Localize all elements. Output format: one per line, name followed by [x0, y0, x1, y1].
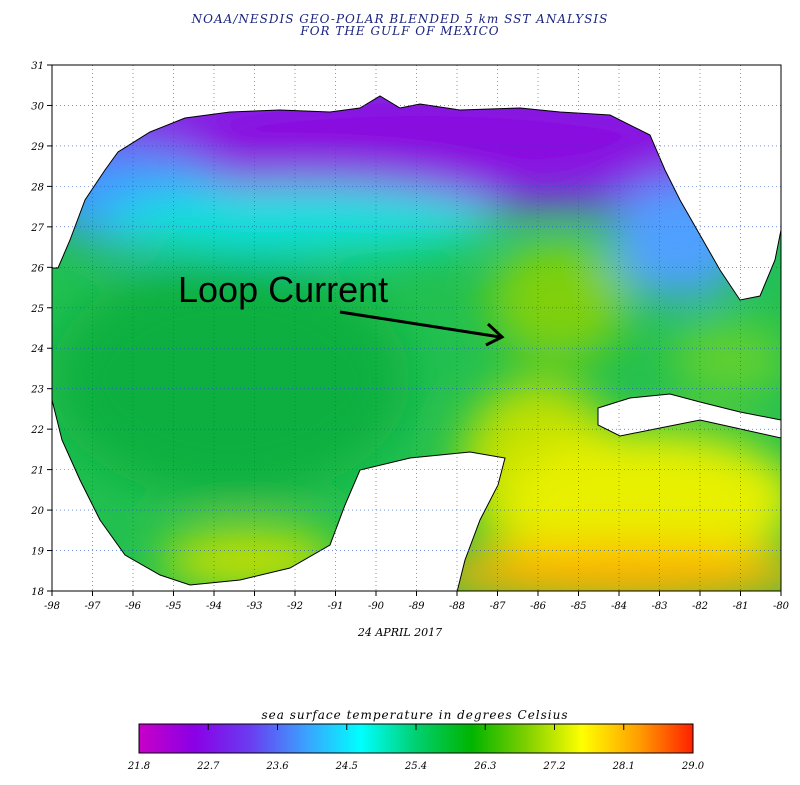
lon-tick-label: -81: [732, 601, 748, 612]
lon-tick-label: -80: [773, 601, 790, 612]
lat-tick-label: 22: [30, 425, 44, 436]
lon-tick-label: -96: [125, 601, 142, 612]
colorbar-tick-label: 29.0: [681, 761, 705, 772]
colorbar-tick-label: 24.5: [335, 761, 358, 772]
loop-current-arrow: [339, 310, 505, 347]
lon-tick-label: -85: [570, 601, 586, 612]
lat-tick-label: 28: [30, 182, 44, 193]
lat-tick-label: 21: [30, 466, 44, 477]
lon-tick-label: -94: [206, 601, 222, 612]
lon-tick-label: -91: [327, 601, 343, 612]
latitude-axis: 31 30 29 28 27 26 25 24 23 22 21 20 19 18: [30, 61, 52, 598]
north-america-coast: [52, 65, 781, 301]
lon-tick-label: -98: [44, 601, 60, 612]
lat-tick-label: 25: [30, 304, 44, 315]
lat-tick-label: 29: [30, 142, 44, 153]
map-title: NOAA/NESDIS GEO-POLAR BLENDED 5 km SST A…: [191, 12, 609, 26]
lon-tick-label: -83: [651, 601, 667, 612]
lat-tick-label: 24: [30, 344, 44, 355]
analysis-date: 24 APRIL 2017: [357, 626, 443, 639]
land: [52, 65, 781, 591]
colorbar-tick-label: 21.8: [127, 761, 150, 772]
colorbar-title: sea surface temperature in degrees Celsi…: [261, 708, 569, 722]
lon-tick-label: -89: [408, 601, 425, 612]
colorbar-tick-label: 25.4: [404, 761, 427, 772]
colorbar-tick-label: 26.3: [473, 761, 496, 772]
lat-tick-label: 20: [30, 506, 44, 517]
lat-tick-label: 26: [30, 263, 44, 274]
mexico-coast: [52, 398, 506, 591]
lat-tick-label: 27: [30, 223, 44, 234]
colorbar-tick-label: 22.7: [196, 761, 220, 772]
lon-tick-label: -95: [165, 601, 181, 612]
map-subtitle: FOR THE GULF OF MEXICO: [300, 24, 500, 38]
loop-current-label: Loop Current: [178, 269, 388, 310]
lon-tick-label: -82: [692, 601, 708, 612]
colorbar-tick-label: 27.2: [542, 761, 565, 772]
lon-tick-label: -97: [84, 601, 101, 612]
lon-tick-label: -93: [246, 601, 262, 612]
lon-tick-label: -84: [611, 601, 627, 612]
lat-tick-label: 23: [30, 385, 44, 396]
colorbar-tick-label: 23.6: [265, 761, 289, 772]
lat-tick-label: 19: [31, 547, 44, 558]
lat-tick-label: 30: [31, 101, 44, 112]
lat-tick-label: 18: [31, 587, 44, 598]
lon-tick-label: -88: [449, 601, 465, 612]
lon-tick-label: -87: [489, 601, 506, 612]
lat-tick-label: 31: [31, 61, 44, 72]
lon-tick-label: -92: [287, 601, 303, 612]
colorbar-ticks: 21.8 22.7 23.6 24.5 25.4 26.3 27.2 28.1 29.0: [127, 724, 705, 772]
colorbar-tick-label: 28.1: [612, 761, 635, 772]
lon-tick-label: -86: [530, 601, 547, 612]
cuba: [597, 393, 781, 439]
graticule: [52, 65, 781, 591]
lon-tick-label: -90: [368, 601, 385, 612]
sst-field: [52, 65, 781, 591]
longitude-axis: -98 -97 -96 -95 -94 -93 -92 -91 -90 -89 -88 -87 -86 -…: [44, 591, 790, 612]
